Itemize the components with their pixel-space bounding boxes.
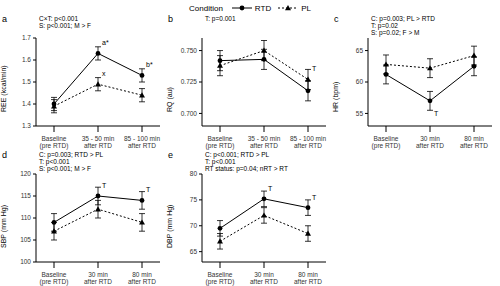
html-text:b: b: [168, 14, 173, 24]
svg-text:x: x: [102, 70, 106, 77]
svg-text:SBP (mm Hg): SBP (mm Hg): [8, 205, 9, 248]
svg-text:Baseline(pre RTD): Baseline(pre RTD): [206, 271, 235, 286]
svg-text:Baseline(pre RTD): Baseline(pre RTD): [206, 135, 235, 150]
svg-text:1.7: 1.7: [22, 34, 31, 41]
svg-text:85 - 100 minafter RTD: 85 - 100 minafter RTD: [124, 135, 161, 149]
svg-text:0.700: 0.700: [181, 110, 198, 117]
svg-text:55: 55: [356, 110, 364, 117]
html-text:C: p=0.003; PL > RTD: C: p=0.003; PL > RTD: [371, 15, 435, 22]
svg-text:1.3: 1.3: [22, 122, 31, 129]
svg-text:75: 75: [190, 196, 198, 203]
svg-text:60: 60: [356, 78, 364, 85]
html-text:S: p=0.02; F > M: S: p=0.02; F > M: [371, 29, 420, 36]
svg-text:HR (bpm): HR (bpm): [332, 82, 340, 112]
svg-text:65: 65: [190, 248, 198, 255]
html-text:RTD: RTD: [254, 3, 272, 13]
svg-text:110: 110: [21, 214, 32, 221]
svg-text:T: T: [146, 186, 151, 193]
svg-text:100: 100: [20, 258, 31, 265]
svg-text:1.5: 1.5: [22, 78, 31, 85]
svg-text:T: T: [434, 110, 439, 117]
svg-text:80: 80: [190, 170, 198, 177]
svg-text:1.4: 1.4: [22, 100, 31, 107]
html-text:T: p<0.001: T: p<0.001: [205, 158, 236, 165]
html-text:C: p<0.001; RTD > PL: C: p<0.001; RTD > PL: [205, 151, 270, 158]
svg-text:85 - 100 minafter RTD: 85 - 100 minafter RTD: [290, 135, 327, 149]
svg-text:T: T: [312, 65, 317, 72]
html-text:S: p<0.001; M > F: S: p<0.001; M > F: [39, 22, 91, 29]
svg-text:80 minafter RTD: 80 minafter RTD: [294, 271, 322, 285]
svg-text:T: T: [102, 182, 107, 189]
svg-text:30 minafter RTD: 30 minafter RTD: [416, 135, 444, 149]
html-text:c: c: [334, 14, 339, 24]
svg-text:T: T: [312, 194, 317, 201]
svg-text:80 minafter RTD: 80 minafter RTD: [460, 135, 488, 149]
svg-text:b*: b*: [146, 61, 153, 68]
html-text:T: p<0.001: T: p<0.001: [39, 158, 70, 165]
html-text:RT status: p=0.04; nRT > RT: RT status: p=0.04; nRT > RT: [205, 165, 288, 172]
svg-text:35 - 50 minafter RTD: 35 - 50 minafter RTD: [82, 135, 115, 149]
html-text:Condition: Condition: [189, 3, 223, 13]
svg-text:REE (kcal/min): REE (kcal/min): [8, 65, 9, 112]
svg-text:0.725: 0.725: [181, 78, 198, 85]
svg-text:Baseline(pre RTD): Baseline(pre RTD): [372, 135, 401, 150]
svg-text:120: 120: [20, 170, 31, 177]
svg-text:0.750: 0.750: [181, 47, 198, 54]
svg-text:115: 115: [21, 192, 32, 199]
svg-text:30 minafter RTD: 30 minafter RTD: [250, 271, 278, 285]
html-text:S: p<0.001; M > F: S: p<0.001; M > F: [39, 165, 91, 172]
svg-text:DBP (mm Hg): DBP (mm Hg): [166, 205, 174, 248]
html-text:a: a: [2, 14, 7, 24]
html-text:d: d: [2, 150, 7, 160]
html-text:C: p=0.003; RTD > PL: C: p=0.003; RTD > PL: [39, 151, 104, 158]
html-text:e: e: [168, 150, 173, 160]
svg-text:RQ (au): RQ (au): [166, 87, 174, 112]
html-text:C×T: p<0.001: C×T: p<0.001: [39, 15, 78, 22]
svg-text:35 - 50 minafter RTD: 35 - 50 minafter RTD: [248, 135, 281, 149]
html-text:PL: PL: [301, 3, 311, 13]
svg-text:Baseline(pre RTD): Baseline(pre RTD): [40, 271, 69, 286]
svg-text:65: 65: [356, 47, 364, 54]
svg-text:a*: a*: [102, 39, 109, 46]
svg-text:80 minafter RTD: 80 minafter RTD: [128, 271, 156, 285]
html-text:T: p=0.02: T: p=0.02: [371, 22, 398, 29]
svg-text:105: 105: [20, 236, 31, 243]
svg-text:Baseline(pre RTD): Baseline(pre RTD): [40, 135, 69, 150]
svg-text:30 minafter RTD: 30 minafter RTD: [84, 271, 112, 285]
svg-text:T: T: [268, 185, 273, 192]
svg-text:70: 70: [190, 222, 198, 229]
html-text:T: p=0.001: T: p=0.001: [205, 15, 236, 22]
svg-text:1.6: 1.6: [22, 56, 31, 63]
